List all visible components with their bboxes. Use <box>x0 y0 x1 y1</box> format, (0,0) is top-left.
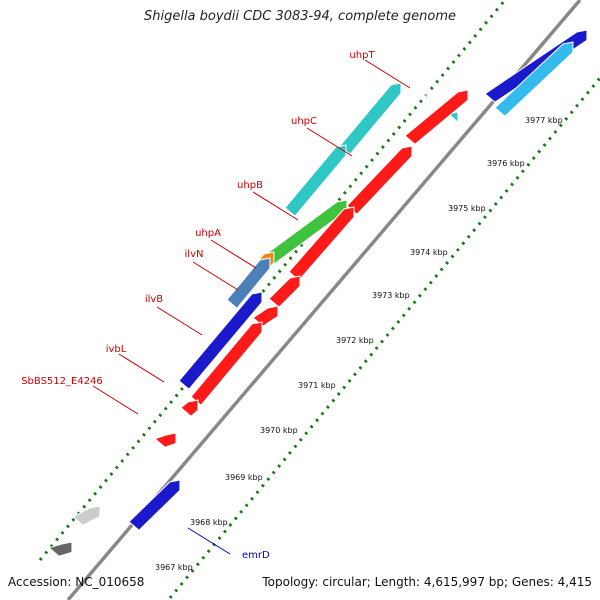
tick-marks: 3967 kbp 3968 kbp 3969 kbp 3970 kbp 3971 kbp… <box>155 116 563 572</box>
feature-arrow-ivbL[interactable] <box>180 399 199 417</box>
feature-arrow-ilvN[interactable] <box>226 257 271 309</box>
gene-labels: uhpT uhpC uhpB uhpA ilvN ilvB ivbL SbBS512_E424… <box>21 50 411 561</box>
leader-line-SbBS512_E4246 <box>92 385 139 415</box>
feature-arrow-other[interactable] <box>484 29 588 103</box>
tick-label-3977: 3977 kbp <box>525 116 563 125</box>
gene-label-ivbL[interactable]: ivbL <box>106 344 127 355</box>
tick-label-3974: 3974 kbp <box>410 248 448 257</box>
feature-arrow-uhpC[interactable] <box>346 145 413 215</box>
feature-arrow-uhpT[interactable] <box>404 89 469 145</box>
tick-label-3969: 3969 kbp <box>225 473 263 482</box>
leader-line-ivbL <box>118 353 165 383</box>
tick-label-3967: 3967 kbp <box>155 563 193 572</box>
feature-arrow-uhpB[interactable] <box>284 144 347 217</box>
gene-label-SbBS512_E4246[interactable]: SbBS512_E4246 <box>21 376 103 387</box>
feature-arrow-other[interactable] <box>72 505 101 526</box>
gene-label-ilvB[interactable]: ilvB <box>145 294 163 305</box>
feature-arrow-other[interactable] <box>494 41 574 117</box>
leader-line-uhpC <box>306 127 353 157</box>
leader-line-uhpT <box>364 59 411 89</box>
gene-label-uhpB[interactable]: uhpB <box>237 180 263 191</box>
gene-label-emrD[interactable]: emrD <box>242 550 270 561</box>
tick-label-3968: 3968 kbp <box>190 518 228 527</box>
reverse-dotted-track <box>168 77 600 599</box>
leader-line-ilvB <box>156 306 203 336</box>
leader-line-uhpA <box>210 239 257 269</box>
gene-label-ilvN[interactable]: ilvN <box>185 249 204 260</box>
feature-arrows <box>47 29 588 557</box>
feature-arrow-SbBS512_E4246[interactable] <box>154 432 177 448</box>
feature-arrow-ilvN[interactable] <box>252 305 279 327</box>
tick-label-3976: 3976 kbp <box>487 159 525 168</box>
genome-title: Shigella boydii CDC 3083-94, complete ge… <box>143 9 457 24</box>
leader-line-ilvN <box>192 261 239 291</box>
feature-arrow-uhpB[interactable] <box>288 206 355 281</box>
gene-label-uhpA[interactable]: uhpA <box>195 228 221 239</box>
tick-label-3972: 3972 kbp <box>336 336 374 345</box>
feature-arrow-ilvB[interactable] <box>190 321 263 406</box>
tick-label-3971: 3971 kbp <box>298 381 336 390</box>
tick-label-3975: 3975 kbp <box>448 204 486 213</box>
gene-label-uhpT[interactable]: uhpT <box>349 50 375 61</box>
gene-label-uhpC[interactable]: uhpC <box>291 116 317 127</box>
leader-line-emrD <box>187 527 231 555</box>
leader-line-uhpB <box>252 191 299 221</box>
tick-label-3970: 3970 kbp <box>260 426 298 435</box>
accession-text: Accession: NC_010658 <box>8 575 145 589</box>
tick-label-3973: 3973 kbp <box>372 291 410 300</box>
feature-arrow-other[interactable] <box>47 541 73 557</box>
feature-arrow-ilvB[interactable] <box>178 291 263 390</box>
topology-summary-text: Topology: circular; Length: 4,615,997 bp… <box>262 575 592 589</box>
feature-arrow-uhpC[interactable] <box>339 82 402 155</box>
feature-arrow-uhpA[interactable] <box>268 275 301 308</box>
forward-dotted-track <box>38 0 507 561</box>
feature-arrow-emrD[interactable] <box>128 479 181 531</box>
